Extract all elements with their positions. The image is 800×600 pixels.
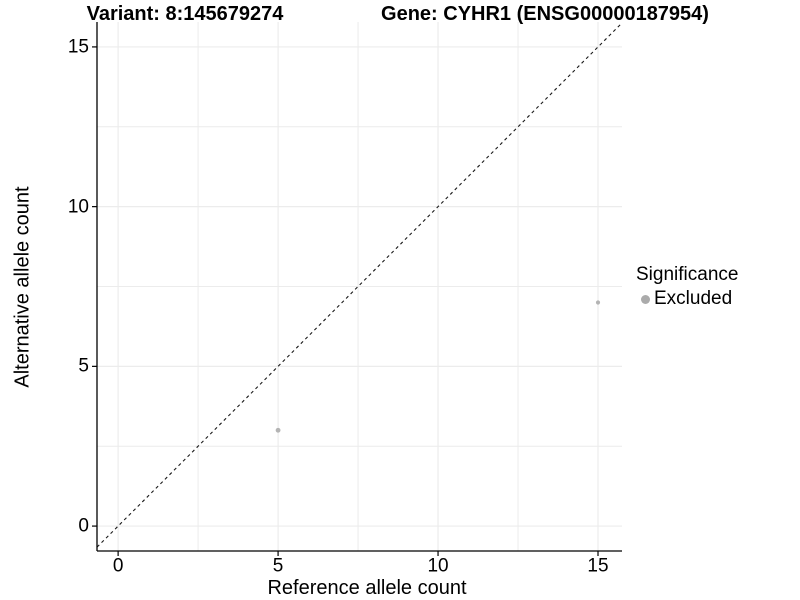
legend: Significance Excluded <box>636 264 738 310</box>
gene-title: Gene: CYHR1 (ENSG00000187954) <box>381 3 709 25</box>
x-tick-label: 0 <box>112 555 124 577</box>
x-tick-label: 10 <box>427 555 449 577</box>
legend-item-label: Excluded <box>654 288 733 309</box>
legend-item-excluded: Excluded <box>636 288 738 310</box>
y-axis-title: Alternative allele count <box>11 186 34 388</box>
identity-line <box>96 22 623 548</box>
y-tick-label: 10 <box>67 196 89 218</box>
y-tick-label: 0 <box>78 515 89 537</box>
data-point <box>595 300 601 305</box>
variant-title: Variant: 8:145679274 <box>86 3 284 25</box>
x-axis-title: Reference allele count <box>267 577 467 599</box>
y-tick-label: 5 <box>78 355 89 377</box>
y-tick-label: 15 <box>67 36 89 58</box>
x-tick-label: 5 <box>272 555 284 577</box>
x-tick-label: 15 <box>587 555 609 577</box>
data-point <box>275 427 281 433</box>
legend-title: Significance <box>636 264 739 285</box>
excluded-point-icon <box>641 294 650 304</box>
